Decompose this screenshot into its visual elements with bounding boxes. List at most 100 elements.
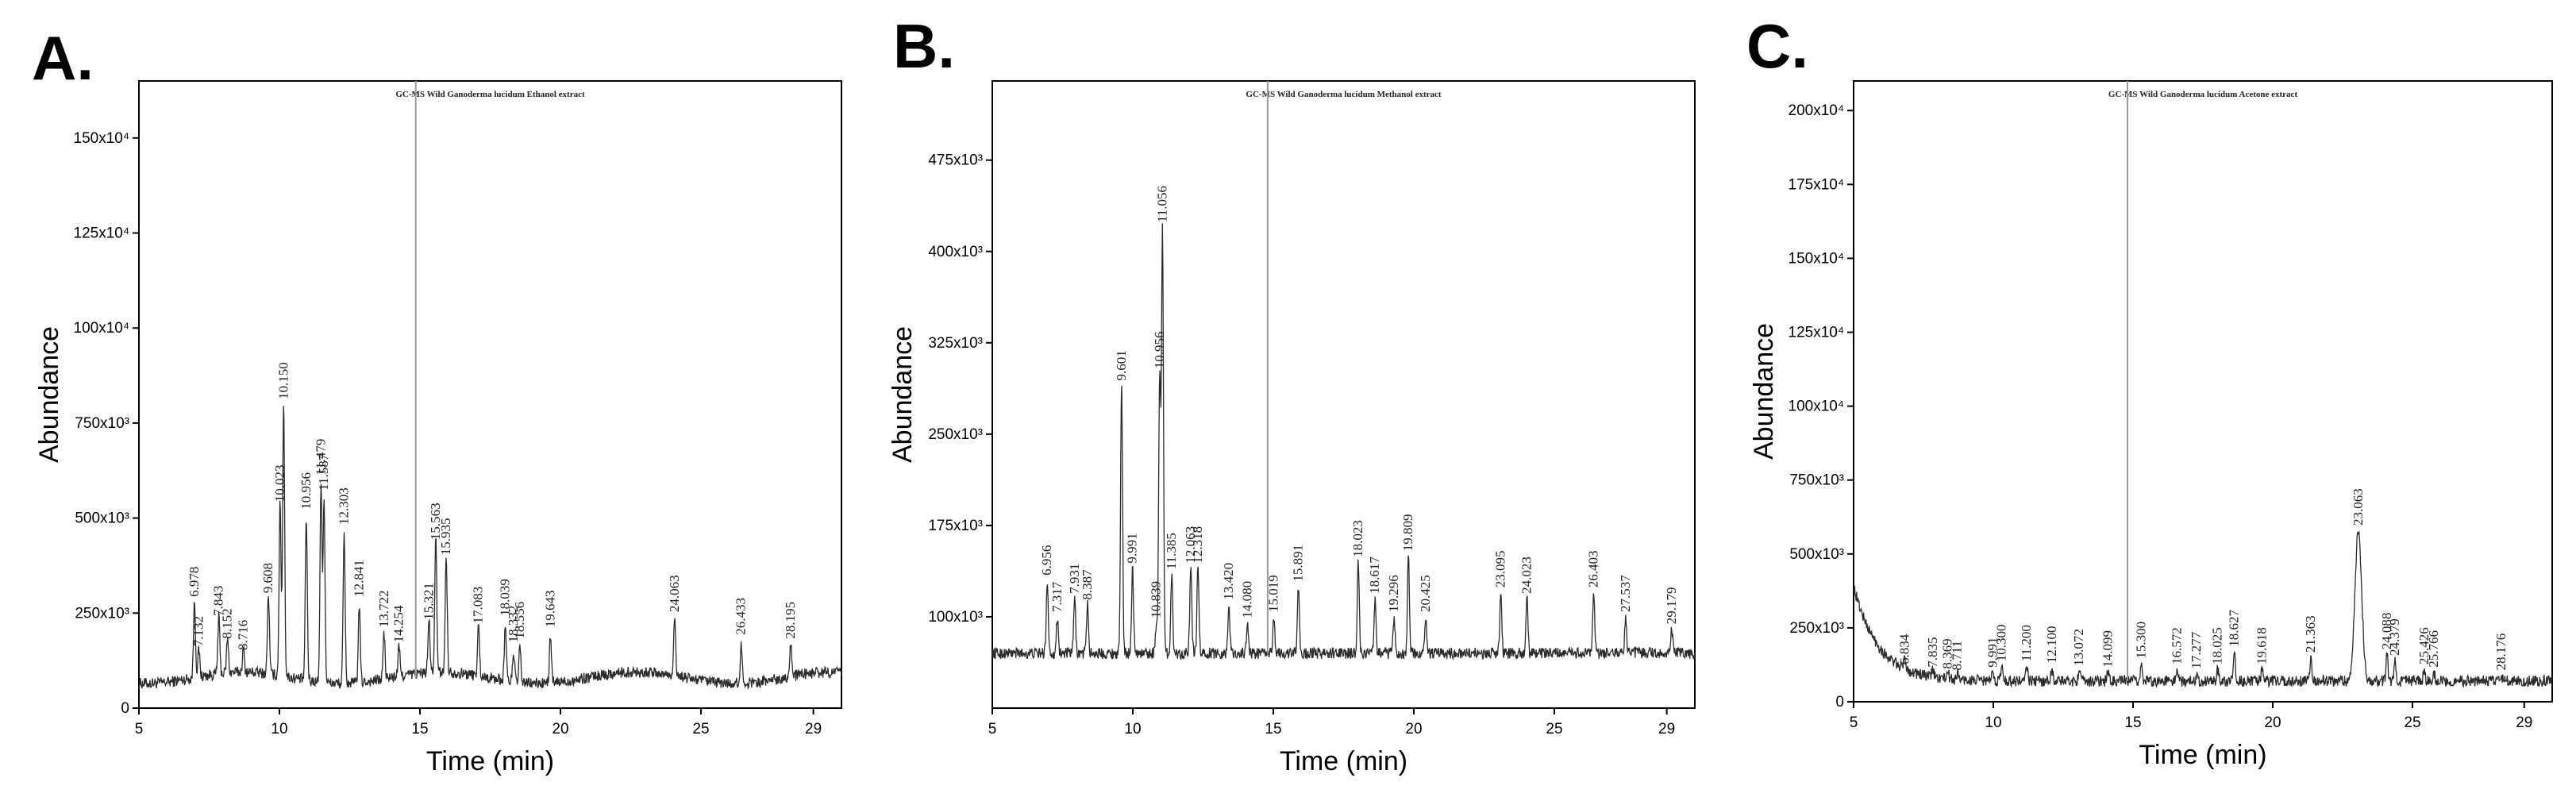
x-tick-label: 25 xyxy=(2404,714,2420,731)
x-tick-label: 25 xyxy=(692,721,709,737)
peak-label: 9.608 xyxy=(260,563,275,593)
peak-label: 15.935 xyxy=(438,518,453,556)
x-tick-label: 5 xyxy=(1850,714,1858,731)
y-tick-label: 500x10³ xyxy=(75,510,129,527)
x-tick-label: 29 xyxy=(1658,721,1675,737)
peak-label: 12.063 xyxy=(1183,526,1198,564)
y-tick-label: 200x10⁴ xyxy=(1789,102,1845,119)
peak-label: 7.317 xyxy=(1049,581,1065,612)
chart-title: GC-MS Wild Ganoderma lucidum Acetone ext… xyxy=(2108,90,2298,99)
x-tick-label: 5 xyxy=(135,721,144,737)
peak-label: 18.332 xyxy=(506,606,521,643)
peak-label: 23.095 xyxy=(1493,551,1508,588)
y-tick-label: 750x10³ xyxy=(1789,472,1844,489)
y-tick-label: 125x10⁴ xyxy=(74,225,130,242)
peak-label: 19.618 xyxy=(2254,627,2270,664)
peak-label: 20.425 xyxy=(1418,575,1433,612)
peak-label: 24.379 xyxy=(2387,618,2402,656)
x-tick-label: 25 xyxy=(1546,721,1562,737)
y-tick-label: 475x10³ xyxy=(928,152,983,169)
chart-title: GC-MS Wild Ganoderma lucidum Methanol ex… xyxy=(1246,90,1442,99)
peak-label: 8.711 xyxy=(1950,641,1965,671)
peak-label: 25.766 xyxy=(2426,630,2441,668)
peak-label: 14.080 xyxy=(1239,581,1254,618)
chromatogram-trace xyxy=(1853,530,2553,689)
peak-label: 11.479 xyxy=(313,439,328,476)
x-tick-label: 10 xyxy=(271,721,287,737)
chart-panel-2: B. GC-MS Wild Ganoderma lucidum Methanol … xyxy=(888,11,1696,776)
x-axis-title: Time (min) xyxy=(426,746,554,776)
peak-label: 25.426 xyxy=(2416,627,2432,664)
chromatogram-trace xyxy=(138,406,842,691)
x-tick-label: 10 xyxy=(1124,721,1141,737)
x-tick-label: 20 xyxy=(552,721,568,737)
y-tick-label: 100x10⁴ xyxy=(1789,399,1845,415)
panel-label: A. xyxy=(32,23,94,93)
chart-panel-1: A. GC-MS Wild Ganoderma lucidum Ethanol e… xyxy=(32,23,842,776)
chart-title: GC-MS Wild Ganoderma lucidum Ethanol ext… xyxy=(395,90,585,99)
peak-label: 7.931 xyxy=(1067,564,1082,594)
y-tick-label: 400x10³ xyxy=(928,244,983,260)
peak-label: 27.537 xyxy=(1618,575,1633,612)
x-tick-label: 15 xyxy=(2124,714,2141,731)
x-axis-title: Time (min) xyxy=(2139,740,2266,770)
peak-label: 10.023 xyxy=(272,464,287,502)
peak-label: 10.300 xyxy=(1994,625,2009,662)
peak-label: 8.387 xyxy=(1080,569,1095,600)
peak-label: 18.627 xyxy=(2227,609,2242,646)
peak-label: 7.843 xyxy=(211,586,226,616)
peak-label: 19.643 xyxy=(542,590,557,627)
peak-label: 15.563 xyxy=(428,503,443,540)
peak-label: 6.834 xyxy=(1897,633,1912,664)
panel-label: B. xyxy=(893,11,955,81)
peak-label: 9.601 xyxy=(1114,350,1129,380)
y-tick-label: 500x10³ xyxy=(1789,546,1844,563)
peak-label: 12.303 xyxy=(337,487,352,525)
y-tick-label: 0 xyxy=(121,700,129,717)
peak-label: 28.195 xyxy=(783,602,798,639)
panel-label: C. xyxy=(1746,11,1808,81)
peak-label: 17.277 xyxy=(2189,631,2204,668)
peak-label: 29.179 xyxy=(1664,587,1679,625)
peak-label: 9.991 xyxy=(1985,637,2000,668)
x-tick-label: 10 xyxy=(1985,714,2001,731)
chromatogram-trace xyxy=(992,223,1696,660)
peak-label: 6.956 xyxy=(1039,545,1054,576)
peak-label: 10.150 xyxy=(275,362,291,399)
x-tick-label: 29 xyxy=(2516,714,2532,731)
peak-label: 14.254 xyxy=(391,605,406,642)
peak-label: 11.587 xyxy=(316,453,331,491)
y-tick-label: 125x10⁴ xyxy=(1789,325,1845,341)
peak-label: 24.088 xyxy=(2379,613,2394,650)
peak-label: 28.176 xyxy=(2493,633,2509,671)
y-tick-label: 175x10³ xyxy=(928,518,983,534)
y-axis-title: Abundance xyxy=(888,326,918,463)
y-tick-label: 250x10³ xyxy=(1789,620,1844,637)
y-tick-label: 0 xyxy=(1835,694,1844,711)
y-tick-label: 150x10⁴ xyxy=(1789,250,1845,267)
peak-label: 8.716 xyxy=(236,620,251,650)
peak-label: 13.420 xyxy=(1221,563,1236,600)
peak-label: 15.321 xyxy=(421,583,436,620)
y-tick-label: 325x10³ xyxy=(928,335,983,352)
peak-label: 24.023 xyxy=(1519,556,1534,594)
peak-label: 7.132 xyxy=(191,616,206,646)
peak-label: 8.369 xyxy=(1940,638,1955,668)
peak-label: 9.991 xyxy=(1125,533,1140,563)
peak-label: 16.572 xyxy=(2169,627,2184,664)
y-tick-label: 100x10⁴ xyxy=(74,320,130,337)
peak-label: 18.023 xyxy=(1350,520,1365,557)
peak-label: 12.841 xyxy=(352,560,367,597)
peak-label: 26.403 xyxy=(1586,551,1601,588)
y-tick-label: 250x10³ xyxy=(75,605,129,622)
x-tick-label: 15 xyxy=(411,721,428,737)
x-tick-label: 5 xyxy=(988,721,997,737)
peak-label: 10.839 xyxy=(1149,581,1164,618)
peak-label: 12.318 xyxy=(1190,526,1205,564)
peak-label: 11.385 xyxy=(1164,533,1179,569)
peak-label: 18.039 xyxy=(498,579,513,616)
peak-label: 13.072 xyxy=(2071,629,2086,666)
x-tick-label: 20 xyxy=(1405,721,1422,737)
peak-label: 6.978 xyxy=(187,567,202,597)
